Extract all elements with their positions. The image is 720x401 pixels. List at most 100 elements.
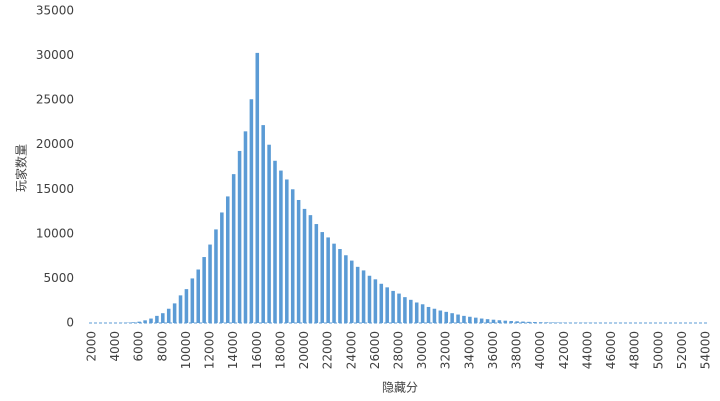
bar [308, 215, 313, 323]
x-tick-label: 4000 [108, 331, 122, 362]
bar [243, 131, 248, 323]
bar [373, 279, 378, 323]
bar [143, 320, 147, 323]
y-tick-label: 35000 [36, 4, 74, 18]
bar [391, 290, 395, 323]
x-tick-label: 54000 [699, 331, 713, 369]
bar [538, 322, 543, 323]
bar [432, 308, 437, 323]
bar [220, 212, 224, 323]
bar [338, 249, 342, 323]
bar [344, 255, 348, 323]
x-tick-label: 8000 [155, 331, 169, 362]
bar [296, 199, 301, 323]
bar [267, 144, 271, 323]
bar [137, 321, 141, 323]
bar [468, 316, 472, 323]
x-tick-label: 44000 [580, 331, 594, 369]
y-tick-label: 20000 [36, 137, 74, 151]
bar [550, 322, 555, 323]
x-tick-label: 42000 [557, 331, 571, 369]
bar [544, 322, 549, 323]
bar [161, 313, 165, 323]
x-tick-label: 16000 [250, 331, 264, 369]
bar [273, 160, 277, 323]
bar [533, 322, 537, 323]
y-tick-label: 10000 [36, 226, 74, 240]
bar [385, 287, 389, 323]
x-tick-label: 40000 [533, 331, 547, 369]
bar [462, 315, 466, 323]
bar [261, 125, 265, 323]
x-tick-label: 20000 [297, 331, 311, 369]
x-axis-title: 隐藏分 [382, 381, 418, 395]
bar [155, 315, 159, 323]
bar [149, 318, 153, 323]
bar [302, 208, 307, 323]
bar [249, 99, 254, 323]
bar [367, 275, 372, 323]
bar [326, 237, 330, 323]
x-tick-label: 34000 [462, 331, 476, 369]
x-tick-label: 26000 [368, 331, 382, 369]
bar [485, 319, 490, 323]
x-tick-label: 10000 [179, 331, 193, 369]
x-tick-label: 52000 [675, 331, 689, 369]
bar [225, 196, 230, 323]
bar [184, 289, 189, 323]
bar [166, 308, 171, 323]
bar [355, 266, 360, 323]
bar [279, 170, 283, 323]
bar [349, 260, 354, 323]
bar [450, 313, 454, 323]
bar [237, 150, 242, 323]
bar [320, 232, 325, 323]
x-tick-label: 38000 [510, 331, 524, 369]
bar [131, 322, 136, 323]
x-tick-label: 32000 [439, 331, 453, 369]
bar [379, 283, 384, 323]
bar [503, 320, 508, 323]
bar [190, 278, 195, 323]
bar [444, 311, 449, 323]
bar [426, 306, 431, 323]
y-tick-label: 5000 [43, 271, 74, 285]
x-tick-label: 46000 [604, 331, 618, 369]
x-tick-label: 36000 [486, 331, 500, 369]
bar [361, 270, 366, 323]
bar [515, 321, 519, 323]
bar [414, 302, 419, 323]
bar [491, 319, 496, 323]
bar [314, 224, 319, 323]
x-tick-label: 30000 [415, 331, 429, 369]
bar [420, 304, 425, 323]
y-tick-label: 25000 [36, 93, 74, 107]
y-tick-label: 30000 [36, 48, 74, 62]
bar [178, 295, 183, 323]
bar [290, 189, 295, 323]
bar [397, 293, 401, 323]
y-tick-label: 15000 [36, 182, 74, 196]
bar [202, 257, 206, 323]
x-tick-label: 14000 [226, 331, 240, 369]
bar [214, 229, 218, 323]
x-tick-label: 24000 [344, 331, 358, 369]
bar [255, 52, 260, 323]
bar [509, 321, 513, 323]
y-axis-title: 玩家数量 [14, 144, 29, 192]
bar [196, 269, 201, 323]
x-tick-label: 28000 [392, 331, 406, 369]
bar [409, 299, 413, 323]
bar [438, 310, 443, 323]
x-tick-label: 48000 [628, 331, 642, 369]
x-tick-label: 18000 [273, 331, 287, 369]
bar [521, 321, 525, 323]
bar [527, 321, 531, 323]
bar [473, 317, 478, 323]
bar [285, 179, 289, 323]
bar [497, 320, 502, 323]
x-tick-label: 2000 [84, 331, 98, 362]
bar [172, 303, 177, 323]
x-tick-label: 12000 [203, 331, 217, 369]
